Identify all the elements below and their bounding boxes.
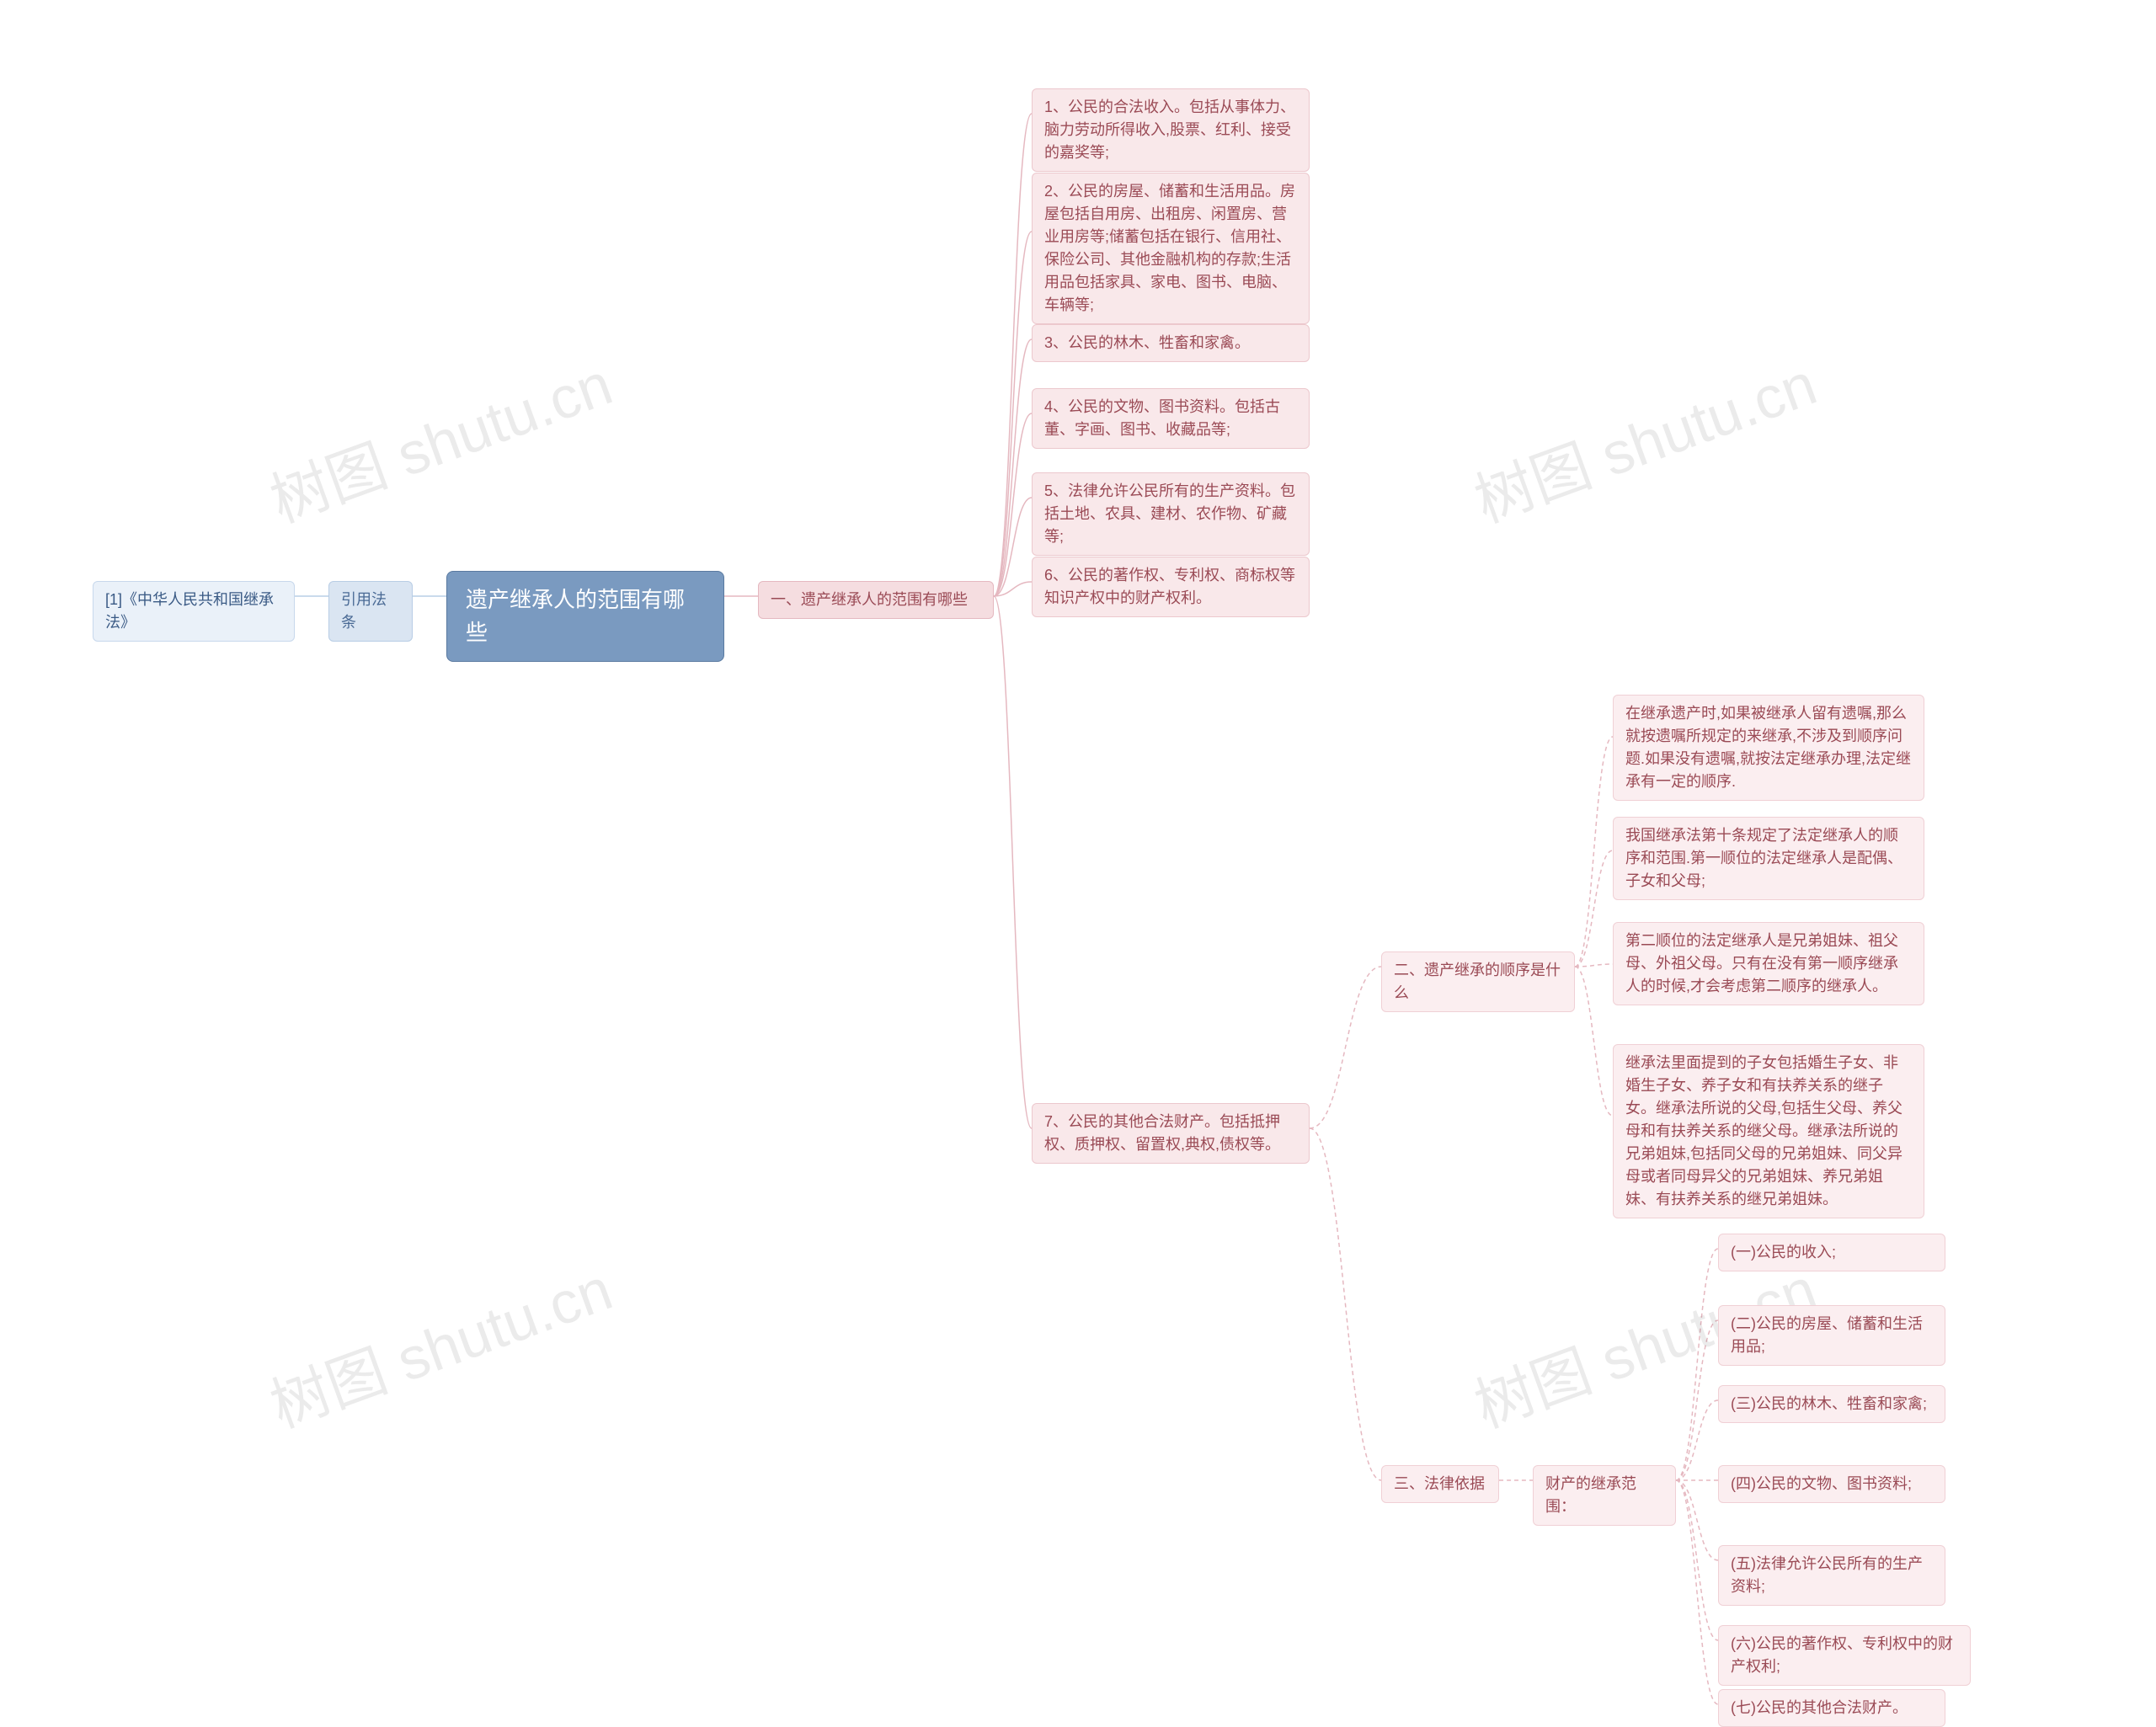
section2-node[interactable]: 二、遗产继承的顺序是什么 xyxy=(1381,951,1575,1012)
section3-item-6[interactable]: (七)公民的其他合法财产。 xyxy=(1718,1689,1945,1727)
section1-item-4[interactable]: 5、法律允许公民所有的生产资料。包括土地、农具、建材、农作物、矿藏等; xyxy=(1032,472,1310,556)
section2-item-0[interactable]: 在继承遗产时,如果被继承人留有遗嘱,那么就按遗嘱所规定的来继承,不涉及到顺序问题… xyxy=(1613,695,1924,801)
section1-item-2[interactable]: 3、公民的林木、牲畜和家禽。 xyxy=(1032,324,1310,362)
watermark-1: 树图 shutu.cn xyxy=(258,338,622,540)
watermark-3: 树图 shutu.cn xyxy=(1462,338,1827,540)
left-l1-node[interactable]: 引用法条 xyxy=(328,581,413,642)
section2-item-2[interactable]: 第二顺位的法定继承人是兄弟姐妹、祖父母、外祖父母。只有在没有第一顺序继承人的时候… xyxy=(1613,922,1924,1005)
section3-item-5[interactable]: (六)公民的著作权、专利权中的财产权利; xyxy=(1718,1625,1971,1686)
watermark-2: 树图 shutu.cn xyxy=(258,1243,622,1445)
section1-item-5[interactable]: 6、公民的著作权、专利权、商标权等知识产权中的财产权利。 xyxy=(1032,557,1310,617)
section3-item-2[interactable]: (三)公民的林木、牲畜和家禽; xyxy=(1718,1385,1945,1423)
section3-item-3[interactable]: (四)公民的文物、图书资料; xyxy=(1718,1465,1945,1503)
section2-item-3[interactable]: 继承法里面提到的子女包括婚生子女、非婚生子女、养子女和有扶养关系的继子女。继承法… xyxy=(1613,1044,1924,1218)
section1-node[interactable]: 一、遗产继承人的范围有哪些 xyxy=(758,581,994,619)
mindmap-canvas: 树图 shutu.cn 树图 shutu.cn 树图 shutu.cn 树图 s… xyxy=(0,0,2156,1714)
section1-item-3[interactable]: 4、公民的文物、图书资料。包括古董、字画、图书、收藏品等; xyxy=(1032,388,1310,449)
section3-sub-node[interactable]: 财产的继承范围： xyxy=(1533,1465,1676,1526)
section1-item-6[interactable]: 7、公民的其他合法财产。包括抵押权、质押权、留置权,典权,债权等。 xyxy=(1032,1103,1310,1164)
section3-node[interactable]: 三、法律依据 xyxy=(1381,1465,1499,1503)
left-l2-node[interactable]: [1]《中华人民共和国继承法》 xyxy=(93,581,295,642)
section3-item-1[interactable]: (二)公民的房屋、储蓄和生活用品; xyxy=(1718,1305,1945,1366)
section1-item-0[interactable]: 1、公民的合法收入。包括从事体力、脑力劳动所得收入,股票、红利、接受的嘉奖等; xyxy=(1032,88,1310,172)
root-node[interactable]: 遗产继承人的范围有哪些 xyxy=(446,571,724,662)
section3-item-0[interactable]: (一)公民的收入; xyxy=(1718,1234,1945,1271)
section2-item-1[interactable]: 我国继承法第十条规定了法定继承人的顺序和范围.第一顺位的法定继承人是配偶、子女和… xyxy=(1613,817,1924,900)
section1-item-1[interactable]: 2、公民的房屋、储蓄和生活用品。房屋包括自用房、出租房、闲置房、营业用房等;储蓄… xyxy=(1032,173,1310,324)
section3-item-4[interactable]: (五)法律允许公民所有的生产资料; xyxy=(1718,1545,1945,1606)
